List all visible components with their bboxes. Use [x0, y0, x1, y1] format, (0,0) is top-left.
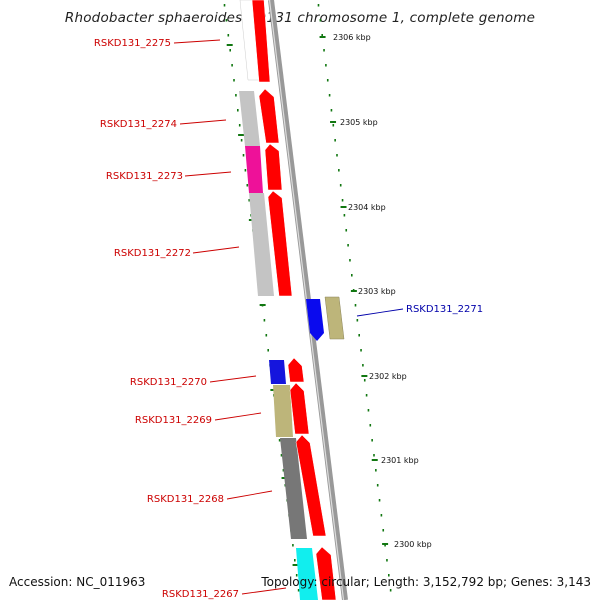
gene-label-2269[interactable]: RSKD131_2269: [135, 415, 212, 426]
ruler-label-2303: 2303 kbp: [358, 287, 396, 296]
leader-2269: [214, 412, 262, 421]
feature-bar-2267-inner[interactable]: [296, 548, 318, 600]
gene-arrow-2268[interactable]: [295, 434, 327, 537]
accession-text: Accession: NC_011963: [9, 575, 146, 589]
leader-2273: [184, 171, 232, 177]
gene-arrow-2267[interactable]: [315, 546, 337, 600]
ruler-label-2305: 2305 kbp: [340, 118, 378, 127]
ruler-label-2306: 2306 kbp: [333, 33, 371, 42]
gene-arrows: [251, 0, 337, 600]
gene-arrow-2269[interactable]: [289, 382, 310, 435]
gene-label-2270[interactable]: RSKD131_2270: [130, 377, 207, 388]
label-leaders: [173, 39, 404, 595]
leader-2267: [241, 587, 287, 595]
gene-label-2268[interactable]: RSKD131_2268: [147, 494, 224, 505]
inner-track-features: [239, 0, 318, 600]
map-title: Rhodobacter sphaeroides KD131 chromosome…: [64, 10, 536, 26]
leader-2271: [356, 308, 404, 317]
feature-bar-2271-outer[interactable]: [324, 296, 345, 340]
ruler-label-2300: 2300 kbp: [394, 540, 432, 549]
reverse-strand-features: [306, 296, 345, 341]
leader-2275: [173, 39, 221, 44]
leader-2270: [209, 375, 257, 383]
feature-bar-2270-inner[interactable]: [269, 360, 286, 384]
ruler-labels: 2306 kbp 2305 kbp 2304 kbp 2303 kbp 2302…: [333, 33, 432, 549]
gene-label-2267[interactable]: RSKD131_2267: [162, 589, 239, 600]
gene-label-2271[interactable]: RSKD131_2271: [406, 304, 483, 315]
gene-label-2275[interactable]: RSKD131_2275: [94, 38, 171, 49]
gene-label-2274[interactable]: RSKD131_2274: [100, 119, 177, 130]
feature-bar-2269-inner[interactable]: [273, 385, 293, 437]
gene-arrow-2271[interactable]: [306, 299, 324, 341]
right-tick-track: [317, 4, 392, 592]
gene-arrow-2273[interactable]: [264, 143, 283, 191]
gene-label-2272[interactable]: RSKD131_2272: [114, 248, 191, 259]
genome-summary-text: Topology: circular; Length: 3,152,792 bp…: [261, 575, 591, 589]
gene-labels: RSKD131_2275 RSKD131_2274 RSKD131_2273 R…: [94, 38, 483, 600]
feature-bar-2268-inner[interactable]: [280, 438, 307, 539]
feature-bar-2272-inner[interactable]: [249, 193, 274, 296]
gene-arrow-2275[interactable]: [251, 0, 271, 83]
leader-2274: [179, 119, 227, 125]
leader-2272: [192, 246, 240, 254]
gene-arrow-2272[interactable]: [267, 190, 293, 297]
gene-arrow-2274[interactable]: [258, 88, 280, 144]
ruler-label-2304: 2304 kbp: [348, 203, 386, 212]
feature-bar-2273-inner[interactable]: [245, 146, 263, 193]
gene-label-2273[interactable]: RSKD131_2273: [106, 171, 183, 182]
gene-arrow-2270[interactable]: [287, 357, 305, 383]
feature-bar-2274-inner[interactable]: [239, 91, 260, 146]
ruler-label-2301: 2301 kbp: [381, 456, 419, 465]
leader-2268: [226, 490, 273, 500]
ruler-label-2302: 2302 kbp: [369, 372, 407, 381]
